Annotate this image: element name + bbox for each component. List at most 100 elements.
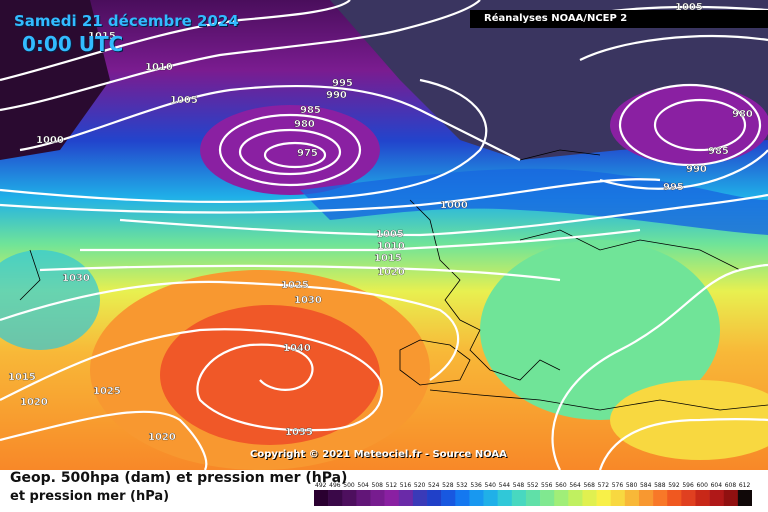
isobar-label: 1020 [148,432,176,443]
isobar-label: 980 [732,109,753,120]
high-inner-fill [160,305,380,445]
isobar-label: 1005 [170,95,198,106]
scale-swatch [596,490,612,506]
scale-swatch [554,490,569,506]
caption-subtitle: et pression mer (hPa) [10,489,170,504]
cyan-zone-west [0,250,100,350]
isobar-label: 1030 [62,273,90,284]
scale-swatch [695,490,710,506]
color-scale: 492 496 500 504 508 512 516 520 524 528 532 536 540 5… [314,482,752,506]
scale-swatch [441,490,456,506]
scale-tick-label: 520 [414,482,426,489]
scale-tick-label: 492 [315,482,327,489]
isobar-label: 1030 [294,295,322,306]
scale-tick-label: 588 [654,482,666,489]
scale-swatch [398,490,414,506]
isobar-label: 1015 [88,31,116,42]
isobar-label: 1010 [377,241,405,252]
scale-tick-label: 568 [583,482,595,489]
isobar-label: 985 [300,105,321,116]
isobar-label: 995 [663,182,684,193]
scale-tick-label: 564 [569,482,581,489]
scale-swatch [342,490,357,506]
scale-tick-label: 556 [541,482,553,489]
scale-tick-label: 528 [442,482,454,489]
scale-tick-label: 508 [372,482,384,489]
geopotential-map: 1010 1005 1000 995 990 985 980 975 980 9… [0,0,768,470]
scale-tick-label: 536 [470,482,482,489]
isobar-label: 1005 [675,2,703,13]
isobars [0,0,768,470]
scale-tick-label: 532 [456,482,468,489]
isobar-label: 980 [294,119,315,130]
scale-tick-label: 500 [343,482,355,489]
scale-tick-label: 524 [428,482,440,489]
scale-swatch [384,490,400,506]
isobar-label: 995 [332,78,353,89]
isobar-label: 1020 [20,397,48,408]
dark-zone-northwest [0,0,110,160]
scale-tick-label: 576 [612,482,624,489]
isobar-label: 1000 [36,135,64,146]
scale-swatch [540,490,555,506]
scale-swatch [610,490,626,506]
scale-swatch [525,490,541,506]
scale-swatch [582,490,597,506]
isobar-label: 1015 [8,372,36,383]
scale-swatch [723,490,739,506]
map-date: Samedi 21 décembre 2024 [14,12,239,30]
scale-tick-label: 548 [513,482,525,489]
scale-swatch [737,490,752,506]
isobar-label: 1000 [440,200,468,211]
isobar-label: 1005 [376,229,404,240]
scale-swatch [709,490,725,506]
isobar-label: 1010 [145,62,173,73]
scale-tick-label: 496 [329,482,341,489]
map-time: 0:00 UTC [22,32,124,56]
isobar-label: 985 [708,146,729,157]
scale-swatch [427,490,442,506]
scale-swatch [667,490,682,506]
source-banner: Réanalyses NOAA/NCEP 2 [470,10,768,28]
scale-tick-label: 540 [485,482,497,489]
scale-swatch [469,490,484,506]
isobar-labels: 1010 1005 1000 995 990 985 980 975 980 9… [8,2,753,443]
scale-tick-label: 560 [555,482,567,489]
scale-swatch [497,490,513,506]
scale-tick-label: 612 [739,482,751,489]
scale-swatch [653,490,668,506]
scale-swatch [412,490,428,506]
low-atlantic-fill [200,105,380,195]
scale-swatch [328,490,343,506]
jet-band [300,168,768,235]
isobar-label: 1025 [281,280,309,291]
scale-swatch [483,490,498,506]
scale-tick-label: 544 [499,482,511,489]
isobar-label: 990 [326,90,347,101]
scale-swatch [370,490,385,506]
scale-tick-label: 572 [598,482,610,489]
scale-swatch [681,490,696,506]
copyright-notice: Copyright © 2021 Meteociel.fr - Source N… [250,449,507,460]
scale-tick-label: 512 [386,482,398,489]
scale-swatch [455,490,470,506]
isobar-label: 1015 [374,253,402,264]
coastlines [19,149,768,411]
scale-swatch [638,490,654,506]
scale-tick-label: 608 [725,482,737,489]
scale-tick-label: 580 [626,482,638,489]
isobar-label: 1020 [377,267,405,278]
scale-tick-label: 592 [668,482,680,489]
isobar-label: 1035 [285,427,313,438]
scale-tick-label: 600 [696,482,708,489]
caption-title: Geop. 500hpa (dam) et pression mer (hPa) [10,470,348,486]
scale-swatch [356,490,371,506]
isobar-label: 1040 [283,343,311,354]
green-zone-east [480,240,720,420]
scale-swatch [624,490,640,506]
scale-tick-label: 552 [527,482,539,489]
scale-tick-label: 516 [400,482,412,489]
scale-tick-label: 596 [682,482,694,489]
scale-tick-label: 504 [357,482,369,489]
